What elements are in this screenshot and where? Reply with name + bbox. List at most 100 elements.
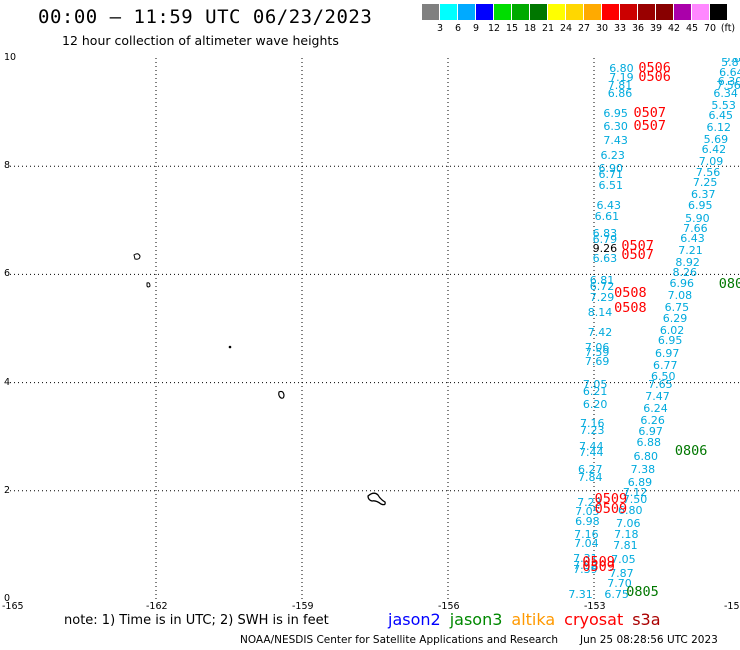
color-scale-swatch <box>602 4 619 20</box>
wave-height-value: 6.45 <box>708 109 733 123</box>
wave-height-value: 7.56 <box>716 79 740 93</box>
color-scale-swatch <box>566 4 583 20</box>
satellite-legend-entry: cryosat <box>564 610 624 629</box>
color-scale-swatch <box>710 4 727 20</box>
wave-height-value: 6.71 <box>598 168 623 182</box>
wave-height-value: 7.04 <box>574 536 599 550</box>
wave-height-value: 5.53 <box>711 98 736 112</box>
wave-height-value: 6.89 <box>627 476 653 490</box>
color-scale-label: 33 <box>613 23 627 34</box>
wave-height-value: 7.84 <box>578 470 603 484</box>
wave-height-value: 6.95 <box>688 199 713 213</box>
wave-height-value: 7.05 <box>611 552 636 566</box>
wave-height-value: 7.50 <box>622 493 648 507</box>
color-scale-swatch <box>548 4 565 20</box>
wave-height-value: 6.80 <box>609 61 634 75</box>
pass-time-label: 0509 <box>582 554 615 571</box>
longitude-tick-label: -156 <box>438 601 460 612</box>
wave-height-value: 6.97 <box>638 425 663 439</box>
island-outline <box>278 390 285 399</box>
color-scale-label: 30 <box>595 23 609 34</box>
color-scale-label: 39 <box>649 23 663 34</box>
wave-height-value: 6.51 <box>598 178 623 192</box>
wave-height-value: 7.39 <box>573 563 598 577</box>
color-scale-swatch <box>422 4 439 20</box>
pass-time-label: 0509 <box>594 490 628 507</box>
color-scale-swatch <box>440 4 457 20</box>
color-scale-swatch <box>530 4 547 20</box>
color-scale-label: 18 <box>523 23 537 34</box>
wave-height-value: 6.64 <box>719 66 740 80</box>
color-scale-swatch <box>494 4 511 20</box>
wave-height-value: 7.87 <box>609 567 634 581</box>
color-scale-swatch <box>512 4 529 20</box>
wave-height-value: 7.19 <box>609 71 634 85</box>
wave-height-value: 6.29 <box>662 311 688 325</box>
color-scale-swatch <box>692 4 709 20</box>
island-outline <box>146 282 151 288</box>
wave-height-value: 7.06 <box>616 516 641 530</box>
pass-time-label: 0509 <box>594 500 628 517</box>
pass-time-label: 0507 <box>633 105 667 122</box>
color-scale-label: 42 <box>667 23 681 34</box>
wave-height-value: 7.44 <box>579 445 604 459</box>
wave-height-value: 6.02 <box>659 323 685 337</box>
longitude-tick-label: -165 <box>2 601 24 612</box>
wave-height-value: 6.12 <box>706 120 732 134</box>
wave-height-value: 6.75 <box>664 300 690 314</box>
color-scale-swatch <box>584 4 601 20</box>
lat-lon-grid <box>10 58 740 599</box>
wave-height-value: 5.62 <box>723 58 740 65</box>
wave-height-value: 6.80 <box>633 449 659 463</box>
latitude-tick-label: 10 <box>4 52 17 63</box>
color-scale-label: 21 <box>541 23 555 34</box>
wave-height-value: 7.65 <box>648 377 673 391</box>
wave-height-value: 7.81 <box>613 539 638 553</box>
wave-height-value: 6.96 <box>669 276 695 290</box>
color-scale-label: 12 <box>487 23 501 34</box>
wave-height-value: 6.61 <box>594 209 620 223</box>
wave-height-value: 7.16 <box>574 528 599 542</box>
wave-height-value: 6.63 <box>592 252 618 266</box>
wave-height-value: 7.66 <box>683 222 708 236</box>
wave-height-value: 8.26 <box>672 265 697 279</box>
wave-height-value: 5.81 <box>721 58 740 69</box>
pass-time-label: 0806 <box>674 443 708 460</box>
wave-height-value: 6.21 <box>582 385 608 399</box>
pass-time-label: 0509 <box>582 558 615 575</box>
wave-height-value: 6.43 <box>596 198 622 212</box>
wave-height-value: 7.42 <box>587 326 613 340</box>
longitude-tick-label: -153 <box>584 601 606 612</box>
wave-height-value: 6.37 <box>690 188 716 202</box>
color-scale-swatch <box>674 4 691 20</box>
wave-height-value: 6.95 <box>603 107 628 121</box>
color-scale-label: 36 <box>631 23 645 34</box>
wave-height-value: 6.30 <box>603 120 628 134</box>
wave-height-value: 6.95 <box>657 334 683 348</box>
wave-height-value: 7.70 <box>607 576 632 590</box>
credit-line: NOAA/NESDIS Center for Satellite Applica… <box>240 634 558 646</box>
color-scale-label: 9 <box>472 23 480 34</box>
pass-time-label: 0506 <box>638 59 671 76</box>
wave-height-value: 7.31 <box>568 587 593 599</box>
wave-height-value: 7.21 <box>678 243 703 257</box>
wave-height-value: 7.23 <box>577 495 602 509</box>
wave-height-value: 7.18 <box>614 528 639 542</box>
wave-height-value: 7.05 <box>575 505 600 519</box>
wave-height-value: 7.29 <box>589 291 615 305</box>
wave-height-value: 7.12 <box>622 485 648 499</box>
wave-height-value: 6.79 <box>592 232 618 246</box>
pass-time-label: 0507 <box>633 118 667 135</box>
wave-height-value: 6.77 <box>653 358 678 372</box>
longitude-tick-label: -162 <box>146 601 168 612</box>
wave-height-value: 6.90 <box>598 162 623 176</box>
pass-time-label: 0506 <box>638 69 671 86</box>
island-outline <box>228 345 232 349</box>
pass-time-label: 0508 <box>614 300 647 317</box>
pass-time-label: 0507 <box>621 246 654 263</box>
latitude-tick-label: 2 <box>4 484 11 496</box>
map-canvas <box>10 58 740 599</box>
wave-height-value: 7.59 <box>584 346 610 360</box>
satellite-legend-entry: jason3 <box>449 610 503 629</box>
color-scale-label: 6 <box>454 23 462 34</box>
